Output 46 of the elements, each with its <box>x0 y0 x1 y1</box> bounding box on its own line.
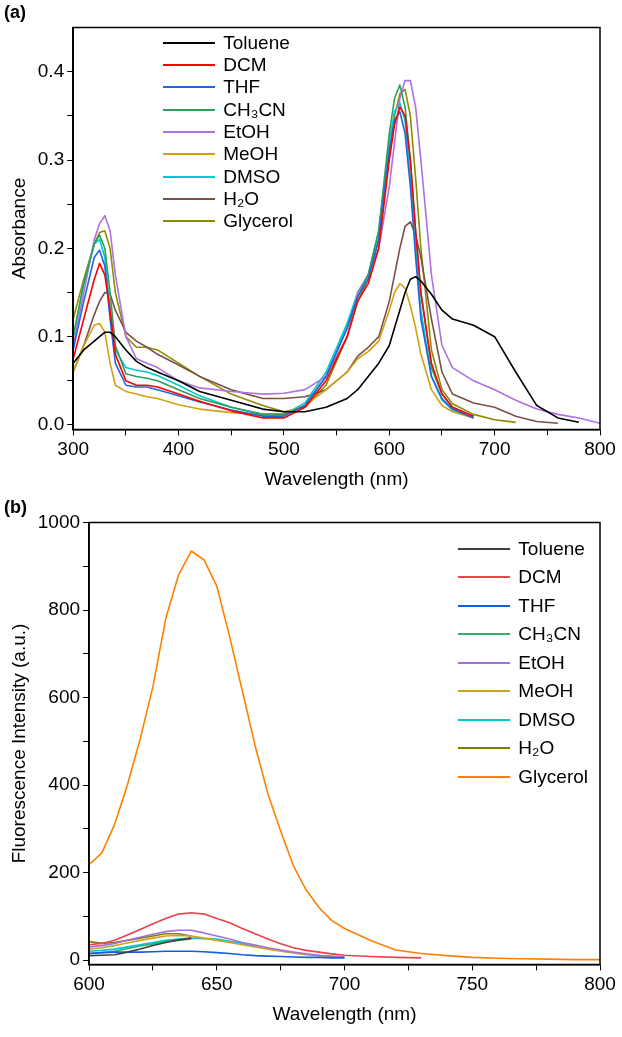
x-tick-label: 650 <box>200 973 233 995</box>
y-tick-label: 0.4 <box>37 59 65 81</box>
legend-label: H₂O <box>223 187 260 210</box>
legend-label: THF <box>518 594 556 617</box>
legend-label: CH₃CN <box>223 98 286 121</box>
y-tick-label: 0.1 <box>37 324 65 346</box>
legend-label: DMSO <box>518 708 576 731</box>
legend-label: Glycerol <box>518 765 588 788</box>
y-axis-title: Fluorescence Intensity (a.u.) <box>7 623 29 864</box>
y-tick-label: 0.0 <box>37 413 65 435</box>
x-tick-label: 700 <box>478 438 511 460</box>
legend-label: EtOH <box>518 651 565 674</box>
x-tick-label: 600 <box>73 973 105 995</box>
x-tick-label: 800 <box>584 438 616 460</box>
legend-label: CH₃CN <box>518 623 581 646</box>
y-tick-label: 400 <box>48 773 81 795</box>
legend-label: MeOH <box>518 680 574 703</box>
x-tick-label: 700 <box>328 973 361 995</box>
legend-label: Toluene <box>518 537 585 560</box>
legend-label: THF <box>223 76 261 99</box>
y-tick-label: 200 <box>48 860 81 882</box>
x-tick-label: 500 <box>268 438 300 460</box>
legend-label: DCM <box>518 566 562 589</box>
y-tick-label: 600 <box>48 685 81 707</box>
legend-label: DCM <box>223 54 267 77</box>
legend-label: MeOH <box>223 143 279 166</box>
y-axis-title: Absorbance <box>7 177 29 280</box>
legend-label: Glycerol <box>223 210 293 233</box>
x-tick-label: 300 <box>57 438 90 460</box>
legend-label: DMSO <box>223 165 281 188</box>
y-tick-label: 800 <box>48 598 81 620</box>
x-tick-label: 400 <box>162 438 195 460</box>
x-tick-label: 600 <box>373 438 406 460</box>
y-tick-label: 0.2 <box>37 236 65 258</box>
legend-label: H₂O <box>518 737 555 760</box>
y-tick-label: 0 <box>69 948 81 970</box>
chart-title: (b) <box>4 496 27 517</box>
legend-label: Toluene <box>223 31 290 54</box>
x-axis-title: Wavelength (nm) <box>272 1002 417 1024</box>
y-tick-label: 1000 <box>37 510 81 532</box>
x-axis-title: Wavelength (nm) <box>264 467 409 489</box>
chart-title: (a) <box>4 1 26 22</box>
x-tick-label: 800 <box>584 973 616 995</box>
y-tick-label: 0.3 <box>37 148 65 170</box>
x-tick-label: 750 <box>456 973 489 995</box>
legend-label: EtOH <box>223 120 270 143</box>
